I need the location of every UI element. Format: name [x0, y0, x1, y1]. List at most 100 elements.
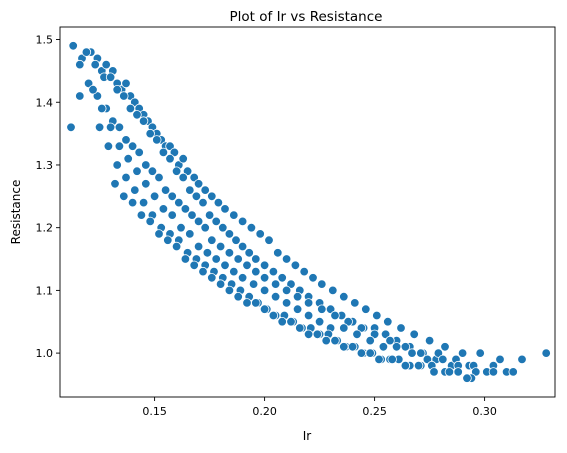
- data-point: [138, 197, 149, 208]
- data-point: [145, 128, 155, 139]
- data-point: [68, 41, 78, 51]
- y-tick-label: 1.3: [36, 159, 54, 172]
- data-point: [182, 166, 193, 176]
- data-point: [171, 166, 182, 176]
- data-point: [251, 254, 261, 264]
- x-axis: 0.15 0.20 0.25 0.30: [142, 397, 497, 418]
- data-point: [339, 323, 349, 333]
- data-point: [237, 216, 248, 227]
- y-tick-label: 1.0: [36, 347, 54, 360]
- data-point: [488, 367, 499, 377]
- data-point: [101, 59, 111, 70]
- data-point: [317, 304, 327, 314]
- data-point: [127, 197, 138, 208]
- data-point: [132, 166, 142, 176]
- data-point: [383, 317, 393, 327]
- data-point: [268, 310, 279, 321]
- data-point: [292, 292, 303, 302]
- data-point: [202, 248, 213, 258]
- data-point: [149, 191, 160, 202]
- data-point: [97, 103, 107, 114]
- data-point: [185, 229, 195, 239]
- data-point: [81, 47, 92, 57]
- data-point: [396, 323, 406, 333]
- data-point: [154, 229, 164, 239]
- data-point: [191, 191, 202, 202]
- data-point: [114, 122, 125, 133]
- data-point: [416, 348, 426, 358]
- y-axis-label: Resistance: [9, 180, 23, 245]
- data-point: [231, 235, 241, 245]
- data-point: [508, 367, 518, 377]
- data-point: [233, 292, 243, 302]
- x-tick-label: 0.20: [252, 405, 277, 418]
- data-point: [174, 197, 184, 208]
- data-point: [200, 185, 210, 195]
- data-point: [119, 191, 129, 202]
- data-point: [378, 342, 389, 352]
- data-point: [242, 298, 252, 308]
- data-point: [248, 279, 259, 289]
- data-point: [339, 292, 349, 302]
- data-point: [92, 91, 103, 101]
- data-point: [185, 185, 195, 195]
- x-tick-label: 0.25: [362, 405, 387, 418]
- data-point: [189, 260, 199, 271]
- data-point: [380, 329, 391, 340]
- data-point: [110, 179, 120, 189]
- data-point: [66, 122, 76, 133]
- data-point: [400, 342, 411, 352]
- data-point: [246, 222, 257, 233]
- data-point: [75, 91, 85, 101]
- data-point: [167, 210, 177, 220]
- data-point: [365, 335, 375, 346]
- data-point: [277, 273, 287, 283]
- data-point: [176, 222, 186, 233]
- data-point: [259, 304, 270, 314]
- data-point: [165, 153, 175, 164]
- data-point: [204, 210, 215, 220]
- y-tick-label: 1.5: [36, 34, 54, 47]
- data-point: [180, 204, 191, 214]
- data-point: [372, 310, 382, 321]
- data-point: [123, 153, 133, 164]
- data-point: [440, 342, 450, 352]
- data-point: [141, 160, 151, 170]
- data-point: [220, 260, 230, 271]
- data-point: [286, 279, 296, 289]
- data-point: [158, 147, 169, 158]
- data-point: [114, 141, 125, 151]
- data-point: [286, 317, 296, 327]
- data-point: [125, 103, 136, 114]
- data-point: [198, 266, 208, 277]
- x-tick-label: 0.30: [472, 405, 497, 418]
- data-point: [233, 254, 243, 264]
- data-point: [328, 285, 338, 296]
- data-point: [105, 122, 116, 133]
- data-point: [187, 210, 197, 220]
- data-point: [356, 323, 367, 333]
- data-point: [303, 310, 314, 321]
- data-point: [154, 172, 164, 183]
- data-point: [409, 329, 419, 340]
- chart-title: Plot of Ir vs Resistance: [230, 9, 383, 25]
- plot-frame: [59, 26, 556, 398]
- data-point: [541, 348, 551, 358]
- data-point: [207, 191, 217, 202]
- data-point: [453, 367, 463, 377]
- data-point: [242, 260, 252, 271]
- data-point: [273, 248, 283, 258]
- data-point: [339, 342, 349, 352]
- data-point: [121, 135, 131, 145]
- data-point: [303, 298, 314, 308]
- data-point: [180, 254, 191, 264]
- data-point: [163, 235, 173, 245]
- data-point: [138, 116, 149, 126]
- data-point: [407, 348, 417, 358]
- data-point: [290, 260, 301, 271]
- data-point: [94, 122, 105, 133]
- data-point: [391, 342, 402, 352]
- data-point: [385, 335, 395, 346]
- data-point: [330, 335, 340, 346]
